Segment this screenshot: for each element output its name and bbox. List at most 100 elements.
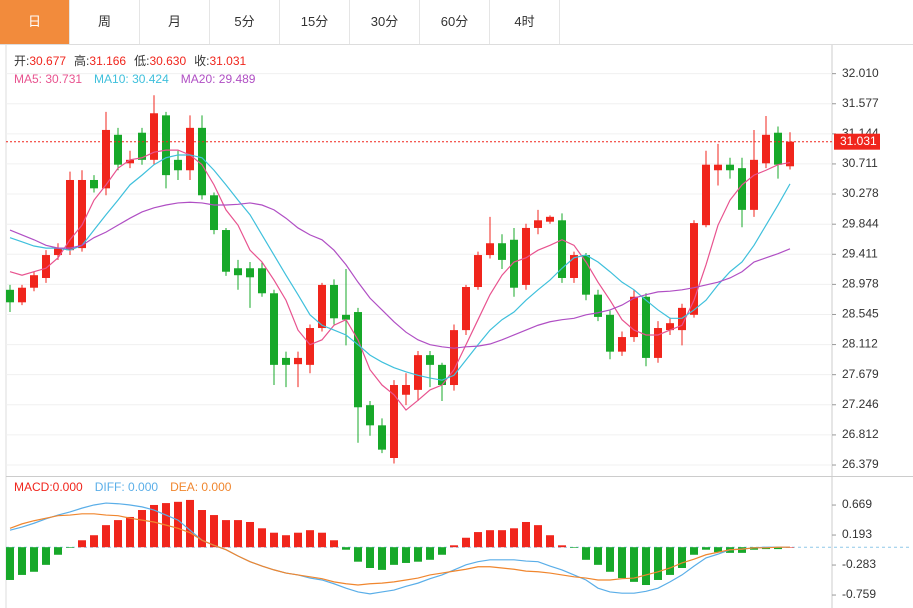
macd-bar [6, 547, 14, 580]
macd-bar [30, 547, 38, 572]
candle-body [474, 255, 482, 288]
macd-bar [90, 535, 98, 548]
candle-body [642, 296, 650, 358]
y-tick-label: -0.283 [842, 557, 876, 571]
candle-body [618, 337, 626, 352]
legend: MACD:0.000 DIFF: 0.000 DEA: 0.000 [14, 480, 232, 494]
candle-body [498, 243, 506, 260]
candle-body [426, 355, 434, 365]
ma-line [9, 149, 791, 411]
macd-bar [402, 547, 410, 563]
candle-body [774, 132, 782, 165]
candle-body [714, 164, 722, 171]
candle-body [762, 134, 770, 164]
candle-body [306, 328, 314, 365]
legend: MA5: 30.731 MA10: 30.424 MA20: 29.489 [14, 72, 256, 86]
y-tick-label: 29.844 [842, 216, 879, 230]
macd-bar [342, 547, 350, 550]
y-tick-label: 30.278 [842, 186, 879, 200]
candle-body [6, 289, 14, 303]
period-tab[interactable]: 4时 [490, 0, 560, 44]
candle-body [186, 127, 194, 171]
period-tab[interactable]: 日 [0, 0, 70, 44]
macd-bar [150, 504, 158, 548]
period-tab[interactable]: 月 [140, 0, 210, 44]
info-label: 高: [74, 53, 89, 68]
candle-body [402, 385, 410, 395]
candle-body [222, 230, 230, 272]
macd-bar [270, 532, 278, 548]
y-tick-label: 28.112 [842, 337, 878, 351]
y-tick-label: 29.411 [842, 246, 878, 260]
info-label: 开: [14, 54, 29, 68]
candle-body [414, 355, 422, 390]
candle-body [114, 134, 122, 165]
y-tick-label: 28.978 [842, 277, 879, 291]
candle-body [558, 220, 566, 278]
y-tick-label: 31.577 [842, 96, 879, 110]
macd-bar [498, 530, 506, 548]
macd-bar [474, 532, 482, 548]
legend-entry: MA20: 29.489 [181, 72, 256, 86]
macd-bar [702, 547, 710, 550]
candle-body [162, 115, 170, 176]
macd-bar [510, 528, 518, 548]
legend-entry: DIFF: 0.000 [95, 480, 159, 494]
macd-bar [582, 547, 590, 560]
y-tick-label: 30.711 [842, 156, 878, 170]
ohlc-info: 开:30.677 高:31.166 低:30.630 收:31.031 [14, 53, 247, 68]
candle-body [126, 159, 134, 164]
candle-body [378, 425, 386, 450]
candle-body [594, 294, 602, 317]
macd-bar [222, 520, 230, 548]
candle-body [30, 275, 38, 288]
macd-bar [378, 547, 386, 570]
ma-line [9, 201, 791, 349]
macd-bar [78, 540, 86, 548]
candle-body [786, 141, 794, 167]
candle-body [702, 164, 710, 226]
period-tab[interactable]: 30分 [350, 0, 420, 44]
candle-body [54, 248, 62, 256]
macd-bar [18, 547, 26, 575]
candle-body [282, 357, 290, 365]
macd-bar [558, 545, 566, 548]
candle-body [486, 243, 494, 256]
macd-bar [174, 501, 182, 548]
macd-bar [690, 547, 698, 555]
period-tab[interactable]: 5分 [210, 0, 280, 44]
candle-body [234, 268, 242, 276]
macd-bar [606, 547, 614, 572]
macd-bar [462, 537, 470, 548]
ma-line [9, 154, 791, 381]
period-tab[interactable]: 周 [70, 0, 140, 44]
macd-bar [642, 547, 650, 586]
candle-body [42, 255, 50, 278]
macd-bar [630, 547, 638, 582]
period-tab[interactable]: 60分 [420, 0, 490, 44]
y-tick-label: 26.812 [842, 427, 879, 441]
y-tick-label: 0.193 [842, 527, 872, 541]
candle-body [606, 314, 614, 352]
candle-body [630, 296, 638, 338]
period-tab[interactable]: 15分 [280, 0, 350, 44]
macd-bar [738, 547, 746, 553]
y-tick-label: 26.379 [842, 457, 879, 471]
candle-body [246, 268, 254, 278]
candle-body [738, 168, 746, 210]
legend-entry: MACD:0.000 [14, 480, 83, 494]
info-label: 低: [134, 54, 149, 68]
macd-bar [366, 547, 374, 568]
macd-bar [246, 521, 254, 548]
candle-body [354, 312, 362, 408]
macd-line [9, 502, 790, 595]
macd-bar [618, 547, 626, 579]
candle-body [210, 195, 218, 231]
macd-bar [186, 499, 194, 548]
macd-bar [234, 520, 242, 548]
candle-body [270, 293, 278, 365]
y-tick-label: 32.010 [842, 66, 879, 80]
candle-body [150, 113, 158, 160]
macd-bar [318, 532, 326, 548]
candle-body [258, 268, 266, 294]
